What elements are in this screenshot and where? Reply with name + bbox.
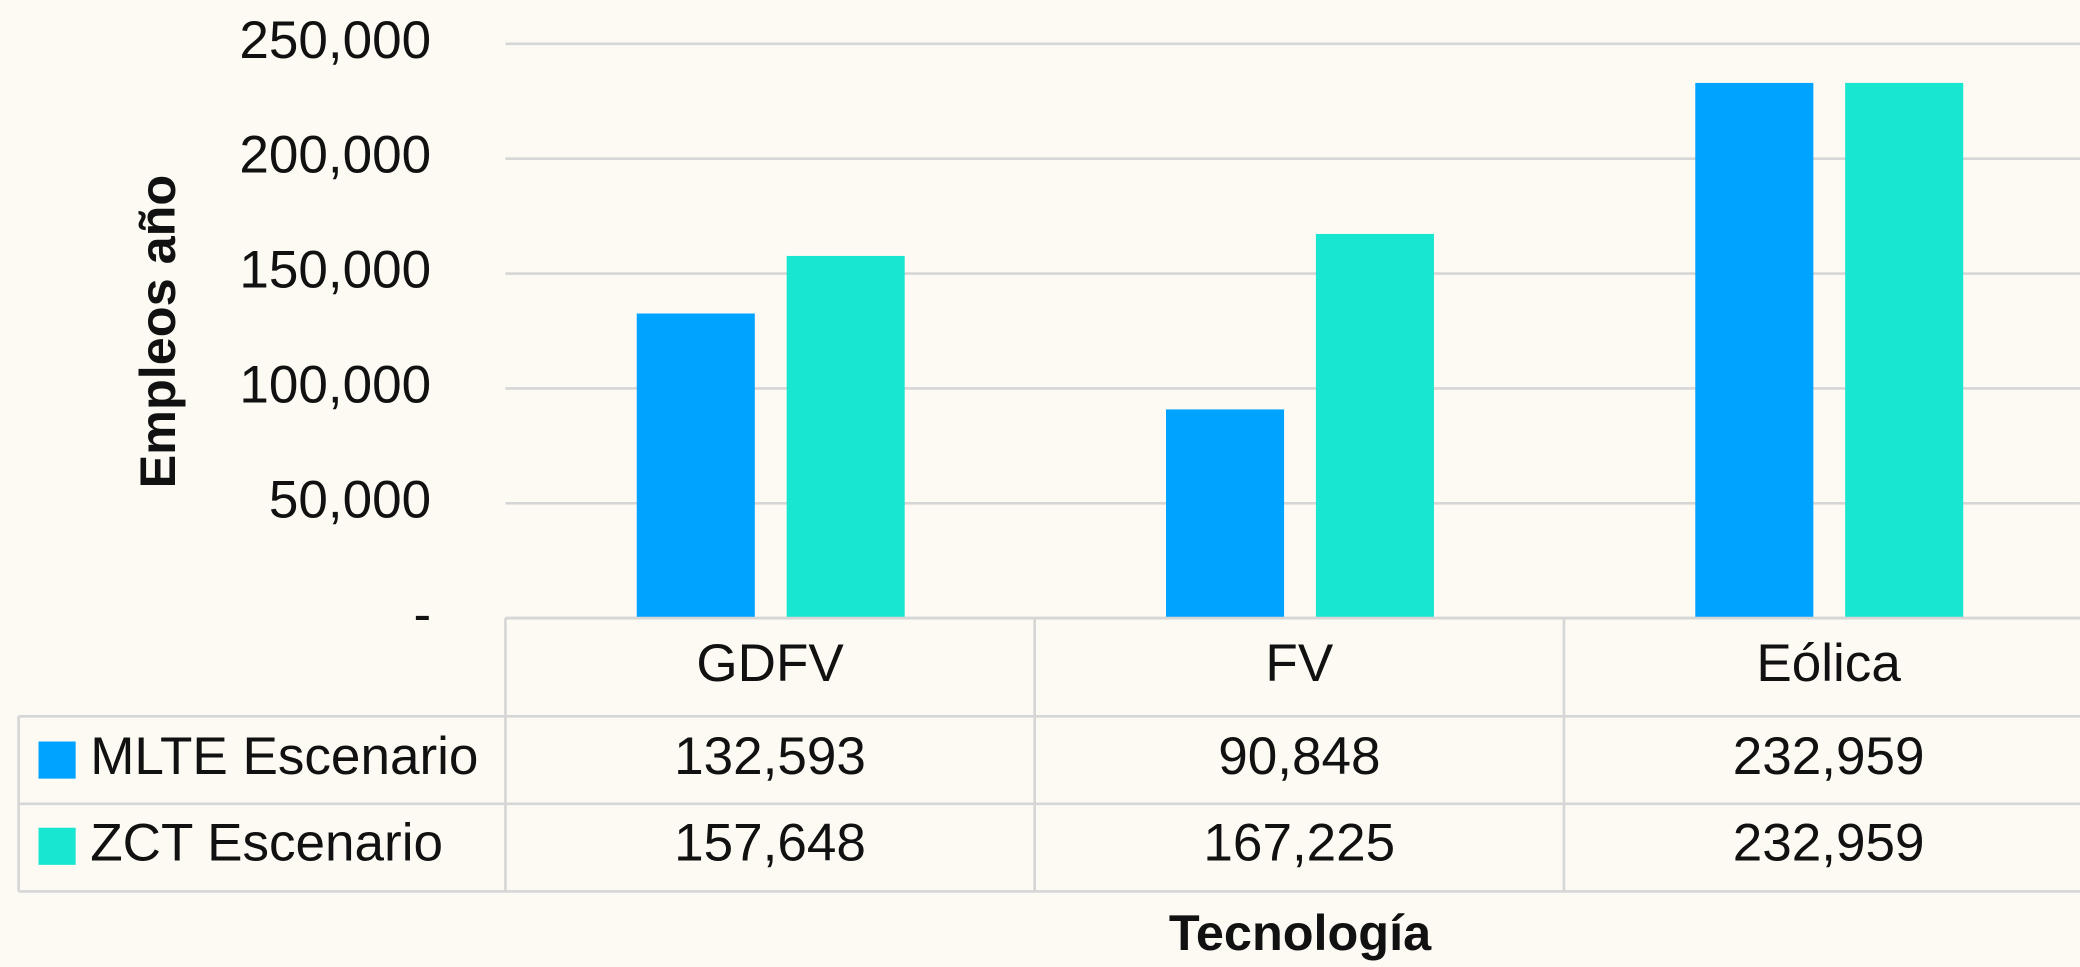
table-value: 232,959	[1733, 727, 1925, 786]
legend-swatch	[38, 827, 76, 865]
legend-swatch	[38, 741, 76, 779]
y-axis-title: Empleos año	[129, 175, 186, 489]
x-tick-label: FV	[1265, 634, 1333, 693]
table-value: 232,959	[1733, 813, 1925, 872]
y-tick-label: -	[413, 585, 431, 644]
x-tick-label: GDFV	[696, 634, 844, 693]
bar	[636, 313, 755, 619]
bar	[1695, 82, 1814, 619]
bar	[1315, 233, 1434, 619]
bar	[1166, 409, 1285, 619]
x-tick-label: Eólica	[1756, 634, 1901, 693]
x-axis-title: Tecnología	[1169, 904, 1432, 961]
bar	[1845, 82, 1964, 619]
y-tick-label: 150,000	[239, 241, 431, 300]
y-tick-label: 100,000	[239, 355, 431, 414]
y-tick-label: 50,000	[269, 470, 431, 529]
y-tick-label: 250,000	[239, 11, 431, 70]
table-value: 132,593	[674, 727, 866, 786]
table-value: 167,225	[1203, 813, 1395, 872]
legend-label: MLTE Escenario	[90, 727, 478, 786]
table-value: 157,648	[674, 813, 866, 872]
table-value: 90,848	[1218, 727, 1380, 786]
legend-label: ZCT Escenario	[90, 813, 443, 872]
bar	[786, 255, 905, 619]
y-tick-label: 200,000	[239, 126, 431, 185]
